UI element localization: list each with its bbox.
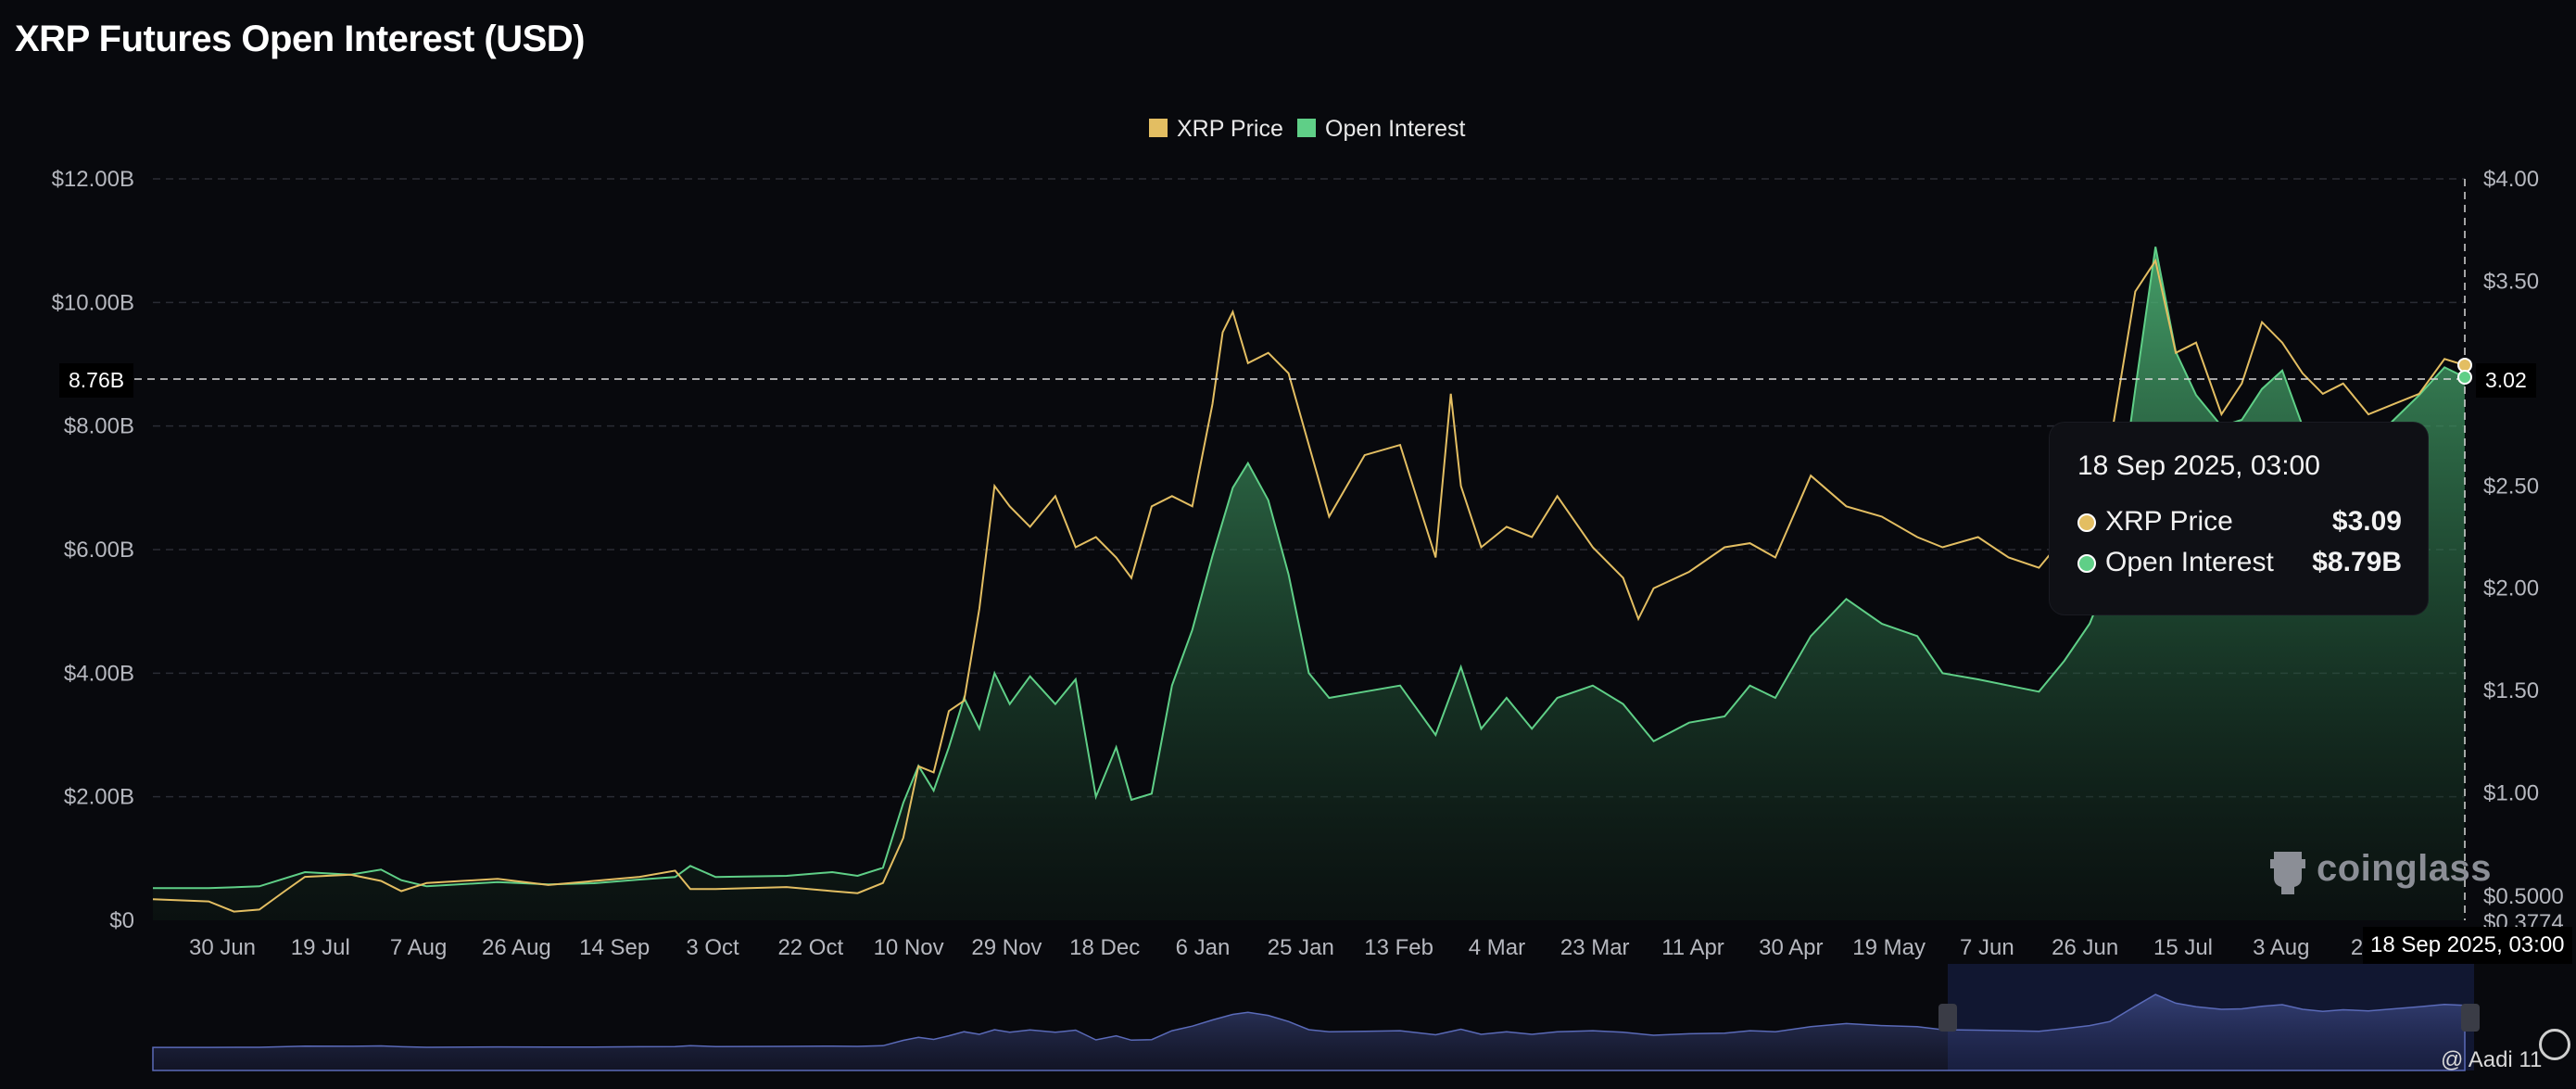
price-dot-icon: [2077, 513, 2096, 533]
legend-label: XRP Price: [1177, 116, 1283, 142]
tooltip-oi-label: Open Interest: [2105, 547, 2274, 577]
x-axis-tick: 6 Jan: [1176, 935, 1231, 960]
x-axis-tick: 29 Nov: [971, 935, 1042, 960]
x-axis-tick: 23 Mar: [1560, 935, 1630, 960]
left-axis-tick: $12.00B: [52, 167, 134, 192]
right-axis-tick: $2.50: [2483, 474, 2539, 499]
right-axis-tick: $1.50: [2483, 678, 2539, 703]
x-axis: 30 Jun 19 Jul 7 Aug 26 Aug 14 Sep 3 Oct 22 Oct…: [189, 935, 2407, 960]
tooltip-price-value: $3.09: [2331, 506, 2402, 537]
left-axis: $0 $2.00B $4.00B $6.00B $8.00B $10.00B $12.00B: [52, 167, 134, 933]
left-axis-tick: $6.00B: [64, 538, 134, 563]
right-axis-tick: $3.50: [2483, 269, 2539, 294]
oi-marker: [2457, 370, 2472, 385]
right-axis-tick: $1.00: [2483, 781, 2539, 806]
x-axis-tick: 30 Apr: [1759, 935, 1823, 960]
crosshair-right-value: 3.02: [2476, 363, 2536, 398]
tooltip: 18 Sep 2025, 03:00 XRP Price $3.09 Open …: [2050, 423, 2428, 614]
tooltip-row-oi: Open Interest $8.79B: [2077, 547, 2402, 578]
oi-dot-icon: [2077, 554, 2096, 574]
x-axis-tick: 22 Oct: [777, 935, 843, 960]
right-axis-tick: $0.5000: [2483, 884, 2564, 909]
navigator-area: [152, 994, 2466, 1071]
left-axis-tick: $2.00B: [64, 785, 134, 810]
open-interest-area: [153, 247, 2465, 920]
watermark: coinglass: [2317, 848, 2493, 889]
right-axis: $0.3774$0.5000$1.00$1.50$2.00$2.50$3.50$…: [2483, 167, 2564, 935]
crosshair-left-value: 8.76B: [59, 363, 134, 398]
navigator-handle-left[interactable]: [1938, 1004, 1957, 1032]
left-axis-tick: $8.00B: [64, 414, 134, 439]
x-axis-tick: 26 Aug: [482, 935, 551, 960]
x-axis-tick: 19 May: [1852, 935, 1926, 960]
legend-label: Open Interest: [1325, 116, 1466, 142]
x-axis-tick: 7 Aug: [390, 935, 447, 960]
crosshair-date-label: 18 Sep 2025, 03:00: [2363, 927, 2572, 964]
x-axis-tick: 26 Jun: [2052, 935, 2118, 960]
tooltip-oi-value: $8.79B: [2312, 547, 2402, 577]
tooltip-date: 18 Sep 2025, 03:00: [2077, 450, 2320, 481]
coinglass-logo-icon: [2270, 852, 2305, 894]
x-axis-tick: 30 Jun: [189, 935, 256, 960]
x-axis-tick: 7 Jun: [1960, 935, 2014, 960]
open-interest-line: [153, 247, 2466, 890]
left-axis-tick: $0: [109, 908, 134, 933]
legend-swatch: [1297, 119, 1316, 137]
crosshair: [134, 179, 2472, 920]
x-axis-tick: 10 Nov: [874, 935, 944, 960]
x-axis-tick: 19 Jul: [291, 935, 350, 960]
x-axis-tick: 3 Oct: [686, 935, 739, 960]
x-axis-tick: 25 Jan: [1268, 935, 1334, 960]
tooltip-row-price: XRP Price $3.09: [2077, 506, 2402, 538]
x-axis-tick: 3 Aug: [2253, 935, 2309, 960]
legend[interactable]: XRP Price Open Interest: [1149, 116, 1466, 142]
x-axis-tick: 14 Sep: [579, 935, 650, 960]
tooltip-price-label: XRP Price: [2105, 506, 2233, 537]
range-navigator[interactable]: [152, 964, 2480, 1071]
x-axis-tick: 13 Feb: [1364, 935, 1433, 960]
legend-swatch: [1149, 119, 1168, 137]
xrp-price-line: [152, 258, 2466, 913]
left-axis-tick: $4.00B: [64, 661, 134, 686]
left-axis-tick: $10.00B: [52, 290, 134, 315]
right-axis-tick: $2.00: [2483, 576, 2539, 601]
x-axis-tick: 11 Apr: [1661, 935, 1724, 960]
settings-icon[interactable]: [2539, 1029, 2570, 1060]
x-axis-tick: 15 Jul: [2153, 935, 2213, 960]
credit-label: @ Aadi 11: [2441, 1047, 2543, 1072]
price-marker: [2457, 357, 2472, 373]
page-title: XRP Futures Open Interest (USD): [15, 19, 585, 59]
right-axis-tick: $4.00: [2483, 167, 2539, 192]
x-axis-tick: 4 Mar: [1469, 935, 1525, 960]
navigator-handle-right[interactable]: [2461, 1004, 2480, 1032]
x-axis-tick: 18 Dec: [1069, 935, 1140, 960]
